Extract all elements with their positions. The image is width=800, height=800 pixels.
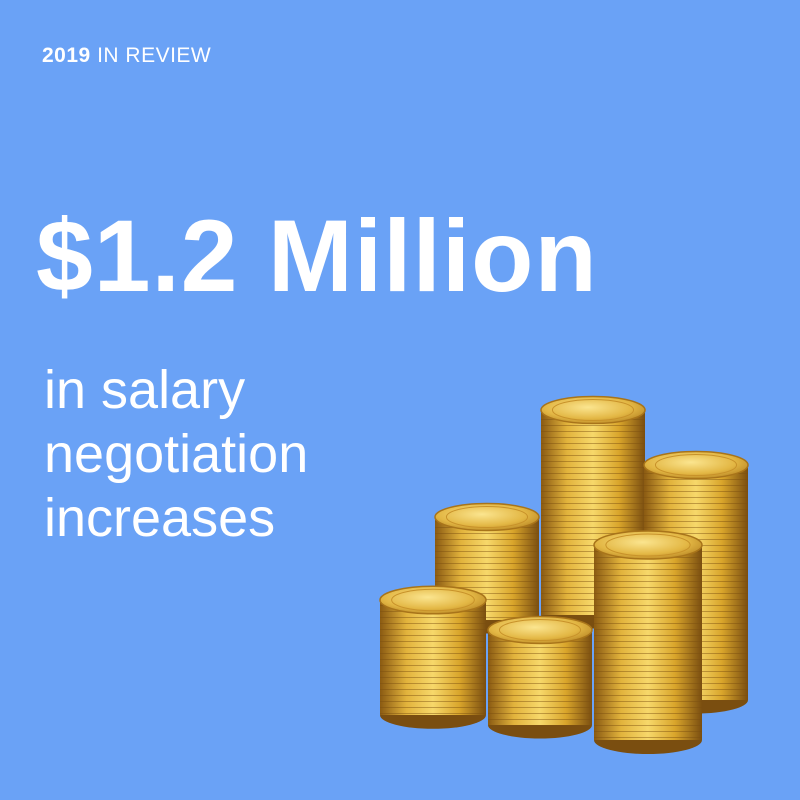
subhead-line: increases [44,488,276,548]
subhead-line: negotiation [44,424,309,484]
coin-stack [593,530,703,755]
gold-coins-illustration [379,395,749,755]
coin-stack [379,585,487,729]
eyebrow-label: 2019 IN REVIEW [42,44,211,68]
subhead: in salary negotiation increases [44,358,308,550]
eyebrow-year: 2019 [42,44,91,67]
coin-stack [487,615,593,739]
headline-amount: $1.2 Million [36,199,598,313]
eyebrow-text: IN REVIEW [97,44,212,67]
subhead-line: in salary [44,360,246,420]
